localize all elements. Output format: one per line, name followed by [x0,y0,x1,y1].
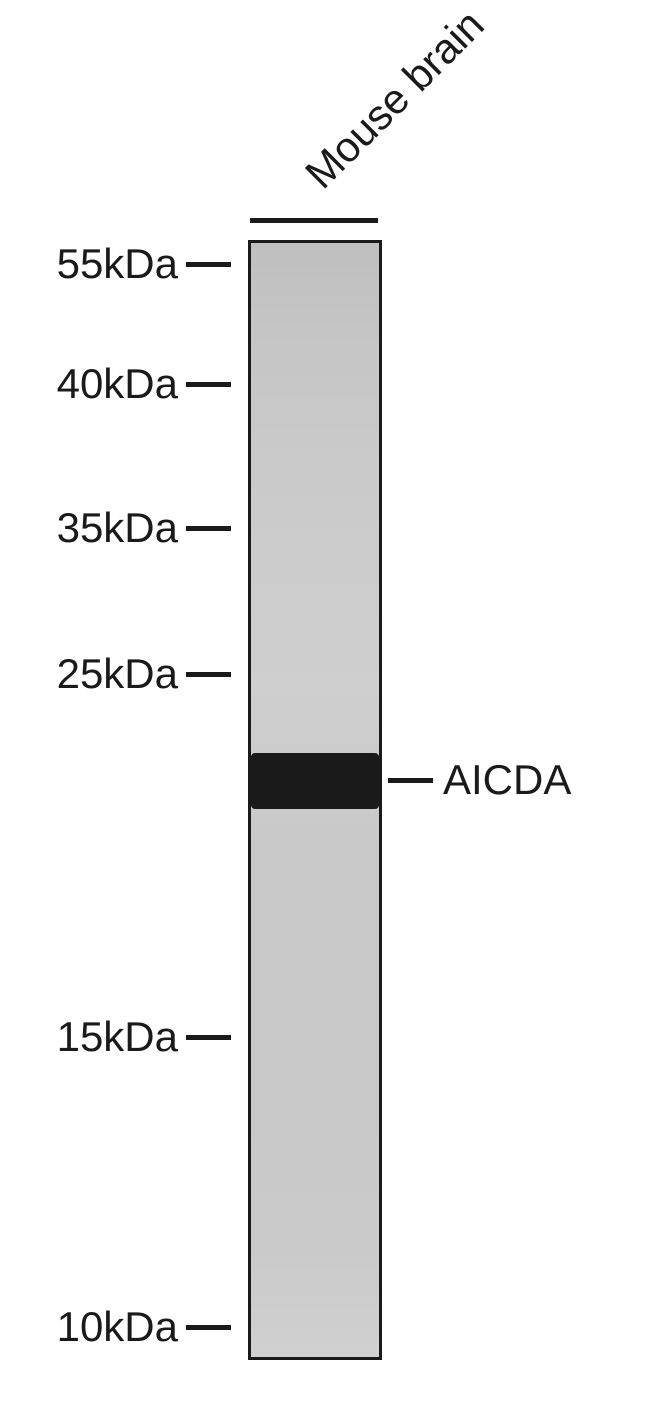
lane-label-container: Mouse brain [280,20,580,220]
ladder-label: 10kDa [28,1303,178,1351]
blot-figure: Mouse brain 55kDa 40kDa 35kDa 25kDa 15kDa 10k… [0,0,650,1422]
target-name: AICDA [443,756,571,804]
lane-strip [248,240,382,1360]
ladder-label: 55kDa [28,240,178,288]
ladder-tick [186,382,231,387]
ladder-marker: 40kDa [28,360,248,408]
ladder-label: 15kDa [28,1013,178,1061]
target-tick [388,778,433,783]
ladder-label: 25kDa [28,650,178,698]
ladder-tick [186,672,231,677]
ladder-marker: 55kDa [28,240,248,288]
ladder-marker: 10kDa [28,1303,248,1351]
ladder-label: 40kDa [28,360,178,408]
ladder-marker: 35kDa [28,504,248,552]
ladder-label: 35kDa [28,504,178,552]
ladder-tick [186,262,231,267]
protein-band [251,753,379,809]
lane-underline [250,218,378,223]
target-label-row: AICDA [388,756,638,804]
ladder-tick [186,1325,231,1330]
ladder-marker: 25kDa [28,650,248,698]
lane-label: Mouse brain [296,1,493,198]
ladder-marker: 15kDa [28,1013,248,1061]
ladder-tick [186,526,231,531]
ladder-tick [186,1035,231,1040]
